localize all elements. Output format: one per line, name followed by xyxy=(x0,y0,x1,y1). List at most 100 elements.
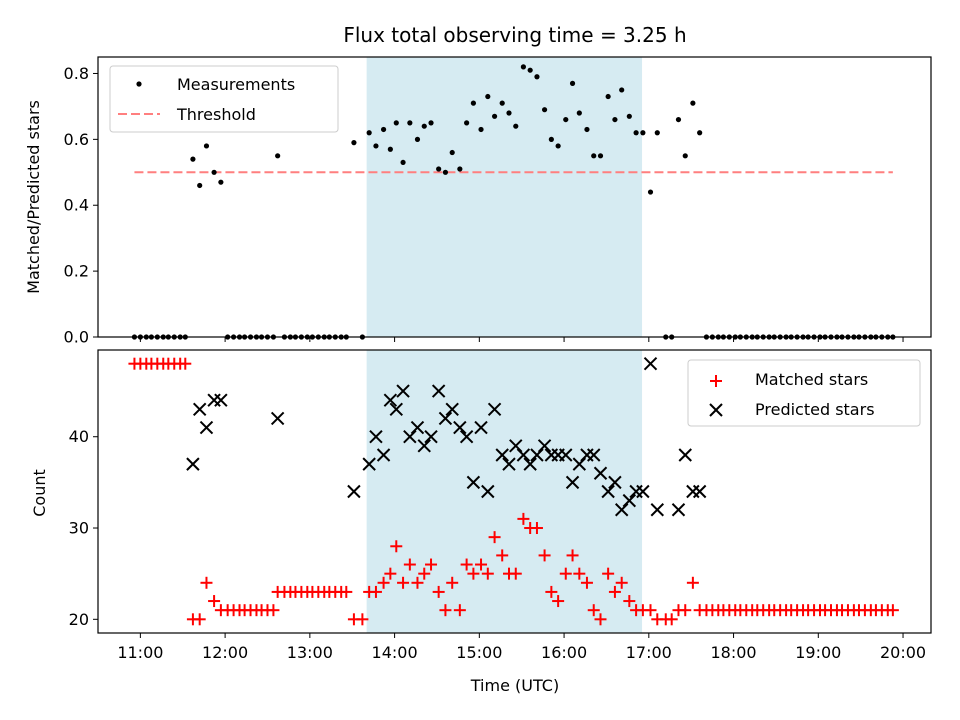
measurement-point xyxy=(682,153,688,159)
measurement-point xyxy=(534,74,540,80)
predicted-star-point xyxy=(622,493,637,508)
measurement-point xyxy=(211,169,217,175)
matched-legend-label: Matched stars xyxy=(755,370,868,389)
matched-star-point xyxy=(384,567,397,580)
predicted-star-point xyxy=(347,484,361,499)
measurement-point xyxy=(393,120,399,126)
measurement-point xyxy=(633,130,639,136)
predicted-star-point xyxy=(383,393,398,407)
top-panel: 0.00.20.40.60.8 Matched/Predicted stars … xyxy=(24,56,932,347)
predicted-star-point xyxy=(565,475,580,490)
predicted-star-point xyxy=(495,448,509,462)
predicted-star-point xyxy=(487,402,502,417)
measurement-point xyxy=(436,166,442,172)
measurement-point xyxy=(428,120,434,126)
threshold-legend-label: Threshold xyxy=(176,105,256,124)
x-tick-label: 20:00 xyxy=(880,643,926,662)
measurement-point xyxy=(569,80,576,86)
predicted-star-point xyxy=(199,420,214,435)
matched-star-point xyxy=(886,604,899,617)
x-axis-label: Time (UTC) xyxy=(470,676,559,695)
measurement-point xyxy=(619,87,625,93)
predicted-star-point xyxy=(431,384,446,398)
matched-star-point xyxy=(481,567,494,580)
measurement-point xyxy=(366,130,372,136)
predicted-star-point xyxy=(369,430,383,444)
predicted-star-points xyxy=(186,356,707,517)
measurement-point xyxy=(407,120,413,126)
measurement-point xyxy=(478,126,484,133)
predicted-legend-label: Predicted stars xyxy=(755,400,875,419)
predicted-star-point xyxy=(389,402,403,417)
measurement-point xyxy=(351,140,357,146)
x-tick-label: 15:00 xyxy=(456,643,502,662)
matched-star-point xyxy=(538,549,551,562)
matched-star-point xyxy=(566,549,579,562)
predicted-star-point xyxy=(572,457,587,471)
y-tick-label: 0.6 xyxy=(64,130,89,149)
matched-star-point xyxy=(587,604,600,617)
matched-star-point xyxy=(446,576,459,589)
predicted-star-point xyxy=(270,411,285,426)
matched-star-point xyxy=(411,576,424,589)
matched-star-points xyxy=(128,357,899,626)
measurement-point xyxy=(626,113,632,119)
matched-star-point xyxy=(580,576,593,589)
matched-legend-marker xyxy=(710,375,722,387)
matched-star-point xyxy=(623,595,636,608)
matched-star-point xyxy=(432,585,445,598)
matched-star-point xyxy=(496,549,509,562)
x-tick-label: 11:00 xyxy=(117,643,163,662)
predicted-star-point xyxy=(608,475,622,490)
matched-star-point xyxy=(615,576,628,589)
y-tick-label: 0.2 xyxy=(64,262,89,281)
bottom-x-axis-ticks: 11:00 12:00 13:00 14:00 15:00 16:00 17:00 18:00… xyxy=(117,633,926,662)
measurement-point xyxy=(520,64,526,70)
chart-title: Flux total observing time = 3.25 h xyxy=(343,23,686,47)
matched-star-point xyxy=(530,522,543,535)
measurement-point xyxy=(555,143,561,149)
y-tick-label: 40 xyxy=(69,427,89,446)
predicted-star-point xyxy=(186,457,200,471)
measurement-point xyxy=(373,143,379,149)
measurement-point xyxy=(442,169,449,175)
matched-star-point xyxy=(377,576,390,589)
predicted-star-point xyxy=(459,430,474,444)
measurement-point xyxy=(548,136,554,142)
matched-star-point xyxy=(397,576,410,589)
x-tick-label: 13:00 xyxy=(287,643,333,662)
measurement-point xyxy=(499,100,505,106)
top-y-axis-label: Matched/Predicted stars xyxy=(24,100,43,294)
matched-star-point xyxy=(418,567,431,580)
bottom-shaded-span xyxy=(366,350,643,633)
measurement-point xyxy=(218,179,224,185)
measurement-point xyxy=(203,143,210,149)
bottom-legend: Matched stars Predicted stars xyxy=(687,359,921,427)
matched-star-point xyxy=(356,613,369,626)
x-tick-label: 16:00 xyxy=(541,643,587,662)
bottom-y-axis-label: Count xyxy=(30,469,49,517)
bottom-panel: 20 30 40 11:00 12:00 13:00 14:00 15:00 16:00 17:… xyxy=(30,349,932,695)
matched-star-point xyxy=(475,558,488,571)
measurement-point xyxy=(612,116,618,123)
matched-star-point xyxy=(573,567,586,580)
matched-star-point xyxy=(267,604,280,617)
predicted-legend-marker xyxy=(709,403,723,417)
measurement-point xyxy=(654,130,660,136)
y-tick-label: 0.0 xyxy=(64,328,89,347)
predicted-star-point xyxy=(474,420,488,435)
measurement-point xyxy=(506,110,512,116)
predicted-star-point xyxy=(424,430,438,444)
predicted-star-point xyxy=(643,356,658,371)
measurement-point xyxy=(387,146,393,152)
matched-star-point xyxy=(460,558,473,571)
x-tick-label: 12:00 xyxy=(202,643,248,662)
predicted-star-point xyxy=(417,439,431,453)
predicted-star-point xyxy=(362,457,376,471)
matched-star-point xyxy=(608,585,621,598)
y-tick-label: 0.4 xyxy=(64,196,89,215)
predicted-star-point xyxy=(466,475,481,490)
matched-star-point xyxy=(340,585,353,598)
predicted-star-point xyxy=(614,503,629,517)
